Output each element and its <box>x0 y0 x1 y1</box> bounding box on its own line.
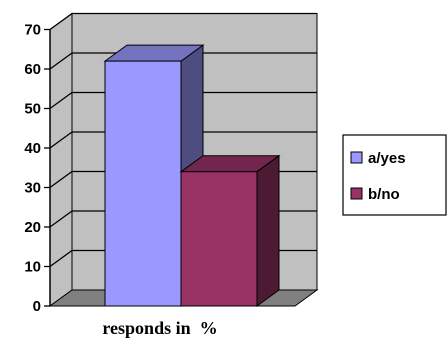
x-axis-label: responds in % <box>102 318 217 338</box>
bars <box>103 44 281 307</box>
y-tick-label: 20 <box>24 219 41 236</box>
gridline <box>49 52 317 70</box>
y-tick-label: 0 <box>33 298 41 315</box>
bar-b-no <box>179 154 281 307</box>
gridline <box>49 91 317 110</box>
legend-box <box>342 134 447 216</box>
legend-swatch <box>350 151 363 164</box>
y-tick-label: 10 <box>24 259 41 276</box>
y-tick-label: 50 <box>24 101 41 118</box>
legend-swatch <box>350 187 363 200</box>
legend-label: a/yes <box>368 150 406 167</box>
y-tick-label: 70 <box>24 22 41 39</box>
y-tick-labels: 0 10 20 30 40 50 60 70 <box>24 22 41 316</box>
y-tick-label: 40 <box>24 140 41 157</box>
legend-label: b/no <box>368 186 400 203</box>
bar-front <box>104 60 182 307</box>
y-tick-label: 60 <box>24 61 41 78</box>
y-tick-label: 30 <box>24 180 41 197</box>
bar-side <box>256 154 280 307</box>
gridline <box>49 131 317 149</box>
gridline <box>49 12 317 31</box>
legend: a/yes b/no <box>342 134 447 216</box>
bar-front <box>180 171 258 307</box>
side-wall <box>49 12 73 307</box>
